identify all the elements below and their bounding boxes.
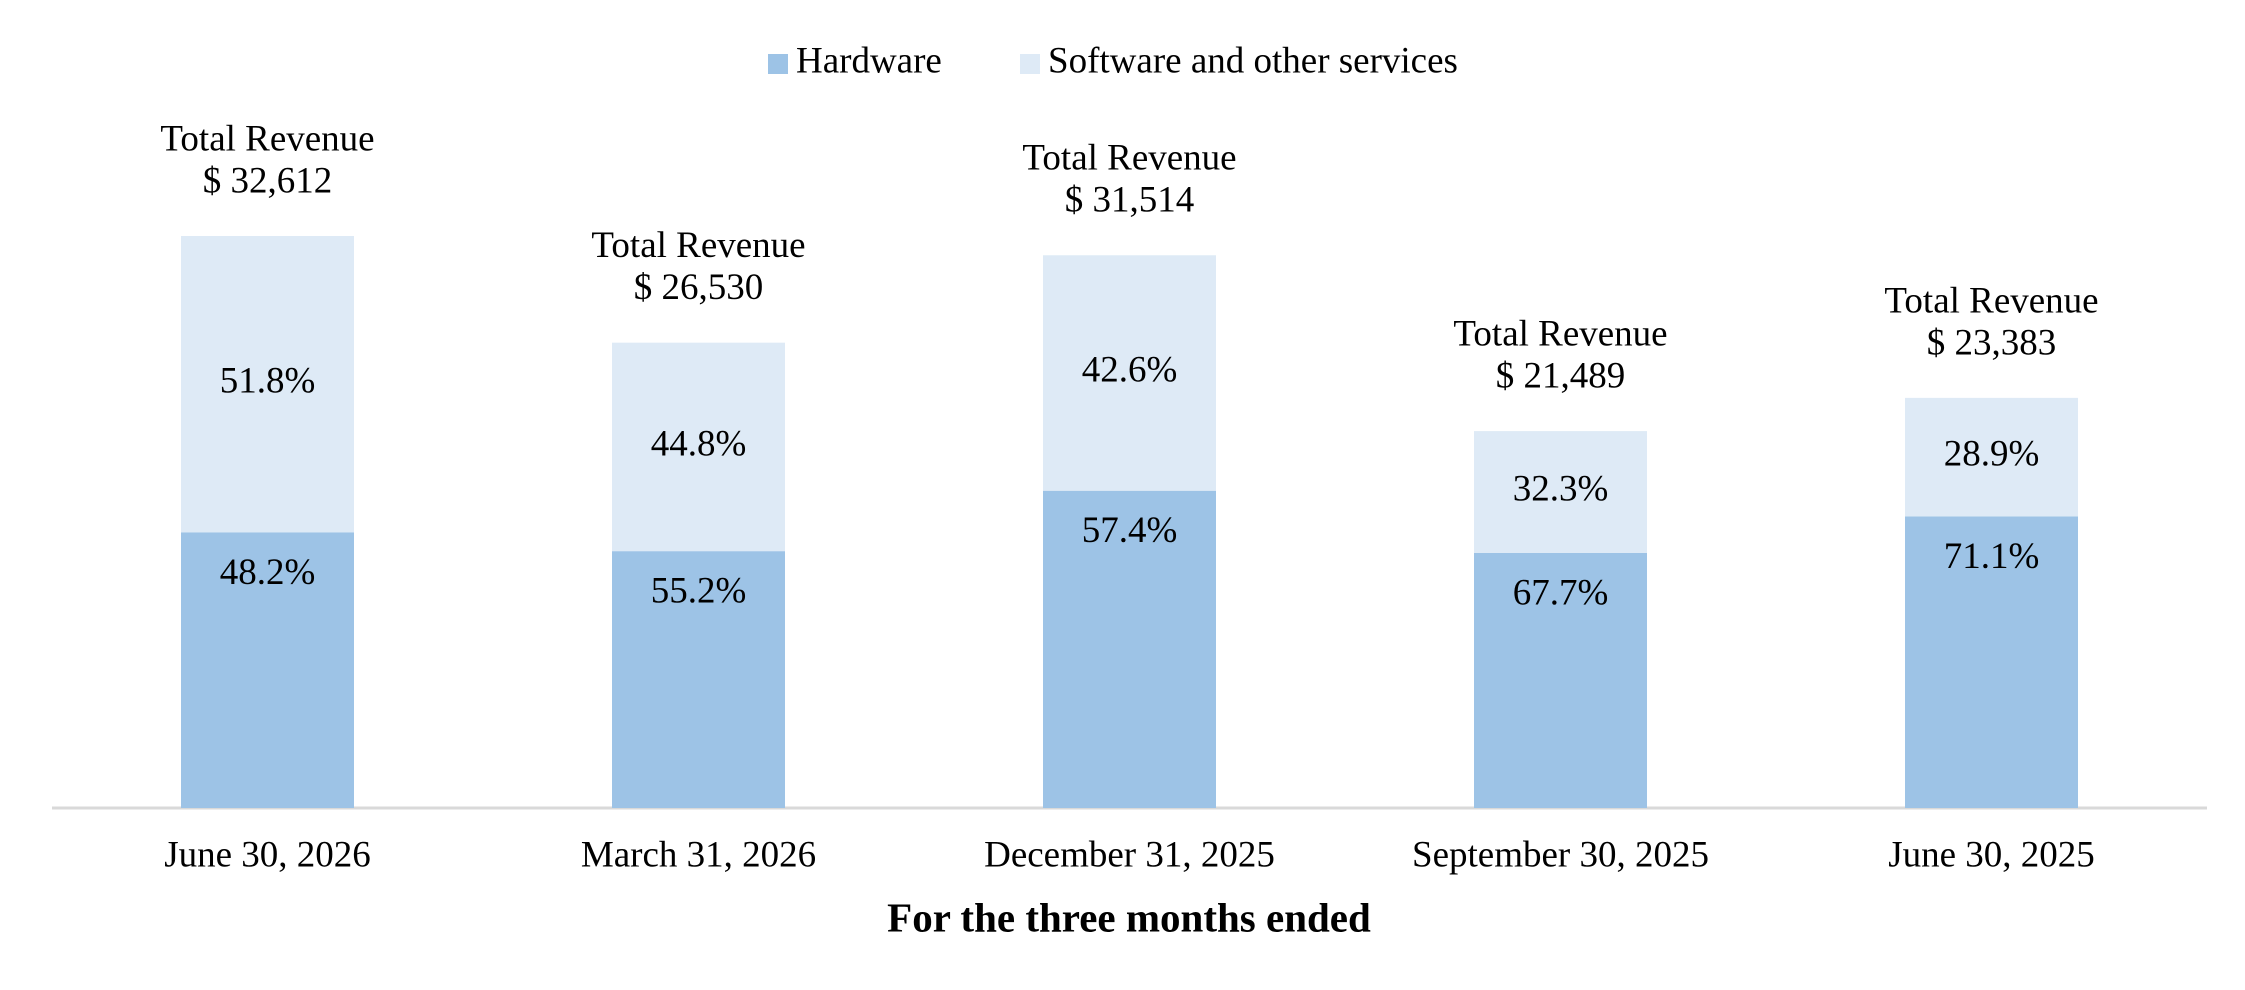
- total-name: Total Revenue: [1022, 138, 1236, 179]
- data-label: 51.8%: [220, 361, 316, 402]
- total-name: Total Revenue: [1884, 280, 2098, 321]
- bar-segment: [1905, 397, 2078, 517]
- bar-segment: [612, 342, 785, 552]
- total-name: Total Revenue: [1453, 314, 1667, 355]
- x-tick-label: June 30, 2025: [1888, 834, 2095, 875]
- bar-segment: [181, 532, 354, 808]
- legend-label: Software and other services: [1048, 40, 1458, 81]
- total-label: $ 31,514: [1065, 180, 1195, 221]
- data-label: 48.2%: [220, 552, 316, 593]
- total-label: $ 26,530: [634, 267, 764, 308]
- data-label: 42.6%: [1082, 349, 1178, 390]
- total-name: Total Revenue: [160, 118, 374, 159]
- bar-segment: [1043, 255, 1216, 491]
- data-label: 67.7%: [1513, 572, 1609, 613]
- total-name: Total Revenue: [591, 225, 805, 266]
- bar-segment: [1043, 490, 1216, 808]
- x-tick-label: March 31, 2026: [581, 834, 816, 875]
- x-tick-label: June 30, 2026: [164, 834, 371, 875]
- x-axis-title: For the three months ended: [887, 894, 1371, 940]
- legend-label: Hardware: [796, 40, 942, 81]
- total-label: $ 32,612: [203, 160, 333, 201]
- data-label: 57.4%: [1082, 510, 1178, 551]
- legend-swatch: [1020, 54, 1040, 74]
- total-label: $ 23,383: [1927, 322, 2057, 363]
- bar-segment: [1474, 431, 1647, 553]
- legend-swatch: [768, 54, 788, 74]
- data-label: 55.2%: [651, 571, 747, 612]
- bar-segment: [1905, 516, 2078, 808]
- data-label: 32.3%: [1513, 468, 1609, 509]
- data-label: 28.9%: [1944, 434, 2040, 475]
- x-tick-label: September 30, 2025: [1412, 834, 1709, 875]
- bar-segment: [1474, 552, 1647, 808]
- data-label: 71.1%: [1944, 536, 2040, 577]
- data-label: 44.8%: [651, 423, 747, 464]
- x-tick-label: December 31, 2025: [984, 834, 1275, 875]
- bar-segment: [181, 236, 354, 533]
- bar-segment: [612, 551, 785, 808]
- total-label: $ 21,489: [1496, 356, 1626, 397]
